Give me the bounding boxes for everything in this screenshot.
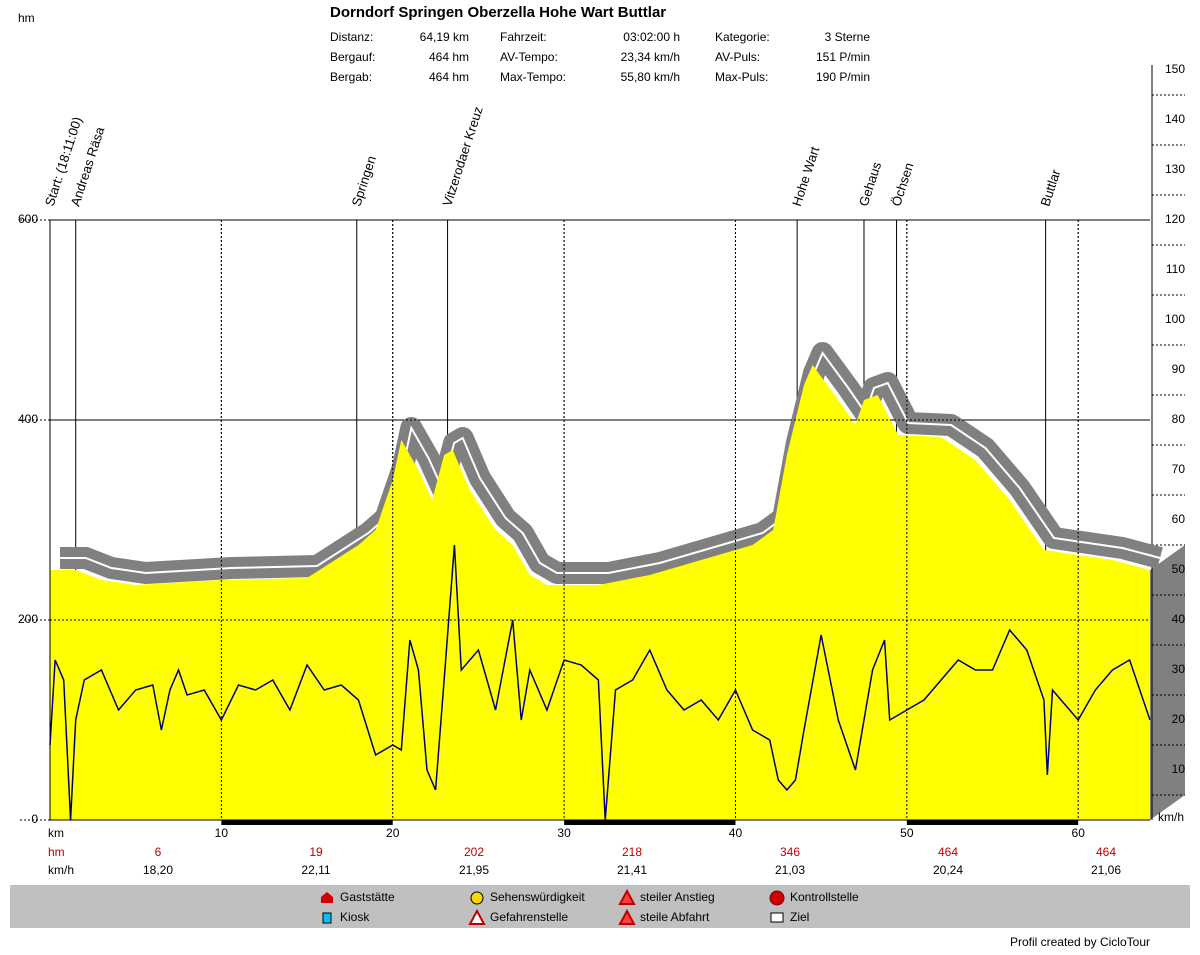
legend-bar bbox=[10, 885, 1190, 928]
legend-label: Kontrollstelle bbox=[790, 890, 859, 904]
stat-label: AV-Puls: bbox=[715, 50, 760, 64]
scale-band bbox=[221, 820, 393, 825]
chart-title: Dorndorf Springen Oberzella Hohe Wart Bu… bbox=[330, 4, 666, 21]
legend-label: steile Abfahrt bbox=[640, 910, 710, 924]
row-label: km/h bbox=[48, 863, 74, 877]
segment-kmh: 21,41 bbox=[617, 863, 647, 877]
x-axis-label: km bbox=[48, 826, 64, 840]
legend-icon bbox=[322, 912, 332, 924]
waypoint-label: Hohe Wart bbox=[789, 144, 822, 208]
y2-tick-label: 60 bbox=[1172, 512, 1186, 526]
x-tick-label: 50 bbox=[900, 826, 914, 840]
segment-kmh: 21,06 bbox=[1091, 863, 1121, 877]
y2-tick-label: 50 bbox=[1172, 562, 1186, 576]
stat-label: Kategorie: bbox=[715, 30, 770, 44]
waypoint-label: Buttlar bbox=[1037, 167, 1063, 208]
y2-axis-label: km/h bbox=[1158, 810, 1184, 824]
legend-label: steiler Anstieg bbox=[640, 890, 715, 904]
stat-label: Fahrzeit: bbox=[500, 30, 547, 44]
segment-hm: 464 bbox=[938, 845, 958, 859]
stat-value: 190 P/min bbox=[816, 70, 870, 84]
stat-label: Bergab: bbox=[330, 70, 372, 84]
y2-tick-label: 80 bbox=[1172, 412, 1186, 426]
x-tick-label: 60 bbox=[1072, 826, 1086, 840]
legend-label: Gefahrenstelle bbox=[490, 910, 568, 924]
y2-tick-label: 20 bbox=[1172, 712, 1186, 726]
stat-value: 151 P/min bbox=[816, 50, 870, 64]
y-tick-label: 600 bbox=[18, 212, 38, 226]
waypoint-label: Gehaus bbox=[856, 160, 884, 208]
legend-label: Kiosk bbox=[340, 910, 370, 924]
y-axis-label: hm bbox=[18, 11, 35, 25]
relief-line bbox=[60, 350, 1161, 575]
legend-icon bbox=[470, 891, 484, 905]
x-tick-label: 30 bbox=[557, 826, 571, 840]
segment-hm: 346 bbox=[780, 845, 800, 859]
segment-kmh: 20,24 bbox=[933, 863, 963, 877]
legend-label: Ziel bbox=[790, 910, 809, 924]
waypoint-label: Springen bbox=[349, 154, 379, 208]
segment-hm: 218 bbox=[622, 845, 642, 859]
y2-tick-label: 110 bbox=[1166, 262, 1185, 276]
segment-hm: 19 bbox=[309, 845, 323, 859]
legend-icon bbox=[769, 890, 785, 906]
stat-value: 64,19 km bbox=[420, 30, 469, 44]
legend-icon bbox=[321, 892, 333, 903]
segment-kmh: 21,95 bbox=[459, 863, 489, 877]
waypoint-label: Vitzerodaer Kreuz bbox=[439, 105, 485, 208]
segment-kmh: 18,20 bbox=[143, 863, 173, 877]
stat-label: Max-Puls: bbox=[715, 70, 768, 84]
scale-band bbox=[564, 820, 736, 825]
y2-tick-label: 90 bbox=[1172, 362, 1186, 376]
legend-icon bbox=[770, 912, 784, 923]
y-tick-label: 200 bbox=[18, 612, 38, 626]
footer: Profil created by CicloTour bbox=[1010, 935, 1150, 949]
y2-tick-label: 10 bbox=[1172, 762, 1186, 776]
y2-tick-label: 120 bbox=[1165, 212, 1185, 226]
y2-tick-label: 100 bbox=[1165, 312, 1185, 326]
y2-tick-label: 130 bbox=[1165, 162, 1185, 176]
segment-hm: 202 bbox=[464, 845, 484, 859]
y2-tick-label: 40 bbox=[1172, 612, 1186, 626]
segment-hm: 464 bbox=[1096, 845, 1116, 859]
y2-tick-label: 30 bbox=[1172, 662, 1186, 676]
y-tick-label: 0 bbox=[31, 812, 38, 826]
y-tick-label: 400 bbox=[18, 412, 38, 426]
legend-label: Sehenswürdigkeit bbox=[490, 890, 585, 904]
segment-hm: 6 bbox=[155, 845, 162, 859]
legend-label: Gaststätte bbox=[340, 890, 395, 904]
x-tick-label: 20 bbox=[386, 826, 400, 840]
stat-value: 464 hm bbox=[429, 50, 469, 64]
legend-icon bbox=[618, 908, 636, 925]
stat-value: 23,34 km/h bbox=[621, 50, 680, 64]
row-label: hm bbox=[48, 845, 65, 859]
legend-icon bbox=[618, 888, 636, 905]
stat-value: 03:02:00 h bbox=[623, 30, 680, 44]
stat-value: 464 hm bbox=[429, 70, 469, 84]
elevation-area bbox=[50, 365, 1150, 820]
stat-value: 3 Sterne bbox=[825, 30, 871, 44]
waypoint-label: Öchsen bbox=[888, 161, 916, 208]
y2-tick-label: 140 bbox=[1165, 112, 1185, 126]
stat-label: Max-Tempo: bbox=[500, 70, 566, 84]
y2-tick-label: 70 bbox=[1172, 462, 1186, 476]
y2-tick-label: 150 bbox=[1165, 62, 1185, 76]
segment-kmh: 22,11 bbox=[301, 863, 330, 877]
x-tick-label: 10 bbox=[215, 826, 229, 840]
legend-icon bbox=[468, 908, 486, 925]
stat-label: Distanz: bbox=[330, 30, 373, 44]
stat-value: 55,80 km/h bbox=[621, 70, 680, 84]
scale-band bbox=[906, 820, 1079, 825]
segment-kmh: 21,03 bbox=[775, 863, 805, 877]
side-wall bbox=[1150, 545, 1185, 820]
stat-label: Bergauf: bbox=[330, 50, 375, 64]
x-tick-label: 40 bbox=[729, 826, 743, 840]
stat-label: AV-Tempo: bbox=[500, 50, 558, 64]
